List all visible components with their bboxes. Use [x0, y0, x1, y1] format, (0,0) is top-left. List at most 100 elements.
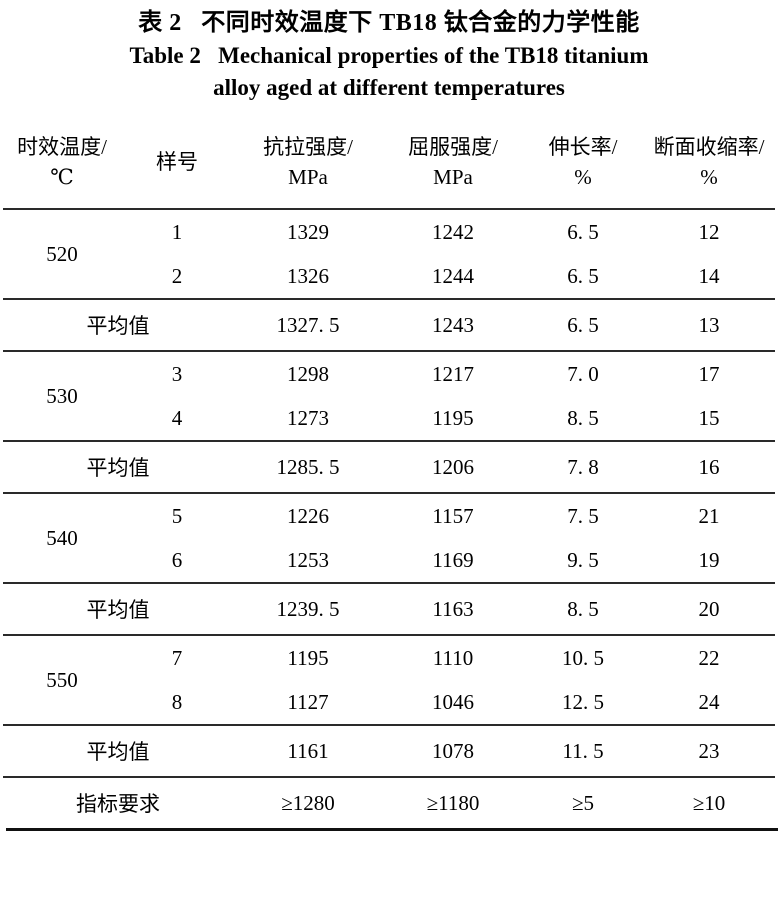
cell-yield-strength: 1169 [432, 547, 474, 572]
cell-average-tensile-strength: 1161 [233, 724, 383, 777]
cell-average-yield-strength: 1206 [383, 440, 523, 493]
cell-sample-number: 4 [171, 405, 183, 430]
cell-aging-temperature: 550 [3, 634, 121, 725]
table-average-row: 平均值 1285. 5 1206 7. 8 16 [3, 440, 775, 493]
cell-sample-number: 3 [121, 350, 233, 396]
table-caption: 表 2 不同时效温度下 TB18 钛合金的力学性能 Table 2 Mechan… [0, 0, 778, 104]
cell-reduction-of-area: 15 [698, 405, 720, 430]
cell-sample-number: 1 [121, 208, 233, 254]
table-average-row: 平均值 1327. 5 1243 6. 5 13 [3, 298, 775, 351]
cell-average-label: 平均值 [3, 724, 233, 777]
table-row: 540 5 1226 1157 7. 5 21 [3, 492, 775, 583]
cell-yield-strength: 1157 [383, 492, 523, 538]
table-header: 时效温度/ ℃ 样号 抗拉强度/ MPa 屈服强度/ MPa [3, 116, 775, 209]
cell-tensile-strength: 1273 [287, 405, 329, 430]
header-tensile-strength-label: 抗拉强度/ [263, 135, 353, 159]
cell-tensile-strength: 1226 [233, 492, 383, 538]
caption-english-line2: alloy aged at different temperatures [213, 75, 565, 100]
cell-elongation: 6. 5 [523, 208, 643, 254]
header-yield-strength-label: 屈服强度/ [408, 135, 498, 159]
header-elongation-unit: % [574, 165, 592, 189]
cell-requirement-label: 指标要求 [3, 776, 233, 828]
cell-average-label: 平均值 [3, 440, 233, 493]
table-average-row: 平均值 1161 1078 11. 5 23 [3, 724, 775, 777]
cell-reduction-of-area: 19 [698, 547, 720, 572]
cell-average-label: 平均值 [3, 582, 233, 635]
cell-average-elongation: 8. 5 [523, 582, 643, 635]
cell-elongation: 8. 5 [567, 405, 599, 430]
header-elongation: 伸长率/ % [523, 116, 643, 209]
table-requirement-row: 指标要求 ≥1280 ≥1180 ≥5 ≥10 [3, 776, 775, 828]
cell-average-elongation: 7. 8 [523, 440, 643, 493]
table-row: 520 1 1329 1242 6. 5 12 [3, 208, 775, 299]
table-row: 4 1273 1195 8. 5 15 [3, 396, 775, 441]
table-row: 8 1127 1046 12. 5 24 [3, 680, 775, 725]
header-aging-temperature-unit: ℃ [50, 165, 74, 189]
cell-average-elongation: 6. 5 [523, 298, 643, 351]
table-header-row: 时效温度/ ℃ 样号 抗拉强度/ MPa 屈服强度/ MPa [3, 116, 775, 209]
cell-average-yield-strength: 1243 [383, 298, 523, 351]
mechanical-properties-table: 时效温度/ ℃ 样号 抗拉强度/ MPa 屈服强度/ MPa [3, 116, 775, 828]
cell-average-reduction-of-area: 23 [643, 724, 775, 777]
cell-reduction-of-area: 14 [698, 263, 720, 288]
cell-reduction-of-area: 21 [643, 492, 775, 538]
cell-elongation: 7. 0 [523, 350, 643, 396]
cell-average-yield-strength: 1163 [383, 582, 523, 635]
caption-english-line1: Table 2 Mechanical properties of the TB1… [129, 43, 649, 68]
cell-average-reduction-of-area: 13 [643, 298, 775, 351]
cell-average-tensile-strength: 1285. 5 [233, 440, 383, 493]
header-elongation-label: 伸长率/ [548, 135, 618, 159]
cell-reduction-of-area: 12 [643, 208, 775, 254]
cell-sample-number: 6 [171, 547, 183, 572]
cell-tensile-strength: 1329 [233, 208, 383, 254]
header-yield-strength: 屈服强度/ MPa [383, 116, 523, 209]
header-sample-number: 样号 [121, 116, 233, 209]
cell-reduction-of-area: 22 [643, 634, 775, 680]
cell-yield-strength: 1244 [432, 263, 474, 288]
cell-aging-temperature: 520 [3, 208, 121, 299]
cell-elongation: 7. 5 [523, 492, 643, 538]
table-row: 2 1326 1244 6. 5 14 [3, 254, 775, 299]
header-sample-number-label: 样号 [156, 150, 198, 174]
cell-average-yield-strength: 1078 [383, 724, 523, 777]
cell-reduction-of-area: 24 [698, 689, 720, 714]
header-tensile-strength: 抗拉强度/ MPa [233, 116, 383, 209]
cell-sample-number: 5 [121, 492, 233, 538]
cell-yield-strength: 1195 [432, 405, 474, 430]
cell-yield-strength: 1046 [432, 689, 474, 714]
header-aging-temperature: 时效温度/ ℃ [3, 116, 121, 209]
cell-tensile-strength: 1127 [287, 689, 329, 714]
cell-requirement-elongation: ≥5 [523, 776, 643, 828]
cell-tensile-strength: 1298 [233, 350, 383, 396]
header-tensile-strength-unit: MPa [288, 165, 328, 189]
cell-reduction-of-area: 17 [643, 350, 775, 396]
cell-yield-strength: 1242 [383, 208, 523, 254]
cell-requirement-yield-strength: ≥1180 [383, 776, 523, 828]
cell-yield-strength: 1217 [383, 350, 523, 396]
cell-elongation: 9. 5 [567, 547, 599, 572]
cell-average-tensile-strength: 1327. 5 [233, 298, 383, 351]
cell-average-tensile-strength: 1239. 5 [233, 582, 383, 635]
header-yield-strength-unit: MPa [433, 165, 473, 189]
cell-elongation: 6. 5 [567, 263, 599, 288]
cell-elongation: 10. 5 [523, 634, 643, 680]
cell-requirement-tensile-strength: ≥1280 [233, 776, 383, 828]
table-average-row: 平均值 1239. 5 1163 8. 5 20 [3, 582, 775, 635]
cell-requirement-reduction-of-area: ≥10 [643, 776, 775, 828]
cell-sample-number: 7 [121, 634, 233, 680]
caption-chinese: 表 2 不同时效温度下 TB18 钛合金的力学性能 [138, 10, 640, 36]
header-reduction-of-area-unit: % [700, 165, 718, 189]
cell-average-elongation: 11. 5 [523, 724, 643, 777]
table-row: 530 3 1298 1217 7. 0 17 [3, 350, 775, 441]
table-bottom-rule [6, 828, 778, 831]
cell-average-label: 平均值 [3, 298, 233, 351]
table-body: 520 1 1329 1242 6. 5 12 2 1326 1244 6. 5 14 平均值 1327… [3, 208, 775, 828]
cell-elongation: 12. 5 [562, 689, 604, 714]
cell-tensile-strength: 1253 [287, 547, 329, 572]
cell-tensile-strength: 1326 [287, 263, 329, 288]
header-reduction-of-area-label: 断面收缩率/ [653, 135, 765, 159]
table-row: 550 7 1195 1110 10. 5 22 [3, 634, 775, 725]
cell-aging-temperature: 530 [3, 350, 121, 441]
header-aging-temperature-label: 时效温度/ [17, 135, 107, 159]
